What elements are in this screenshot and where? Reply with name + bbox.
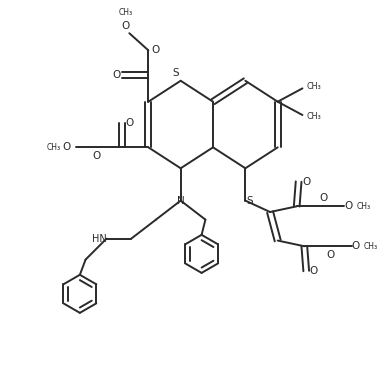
Text: S: S [173, 68, 179, 78]
Text: CH₃: CH₃ [356, 202, 371, 211]
Text: O: O [310, 266, 318, 276]
Text: O: O [344, 201, 352, 211]
Text: O: O [302, 176, 310, 186]
Text: S: S [247, 196, 253, 206]
Text: O: O [93, 151, 101, 161]
Text: O: O [125, 118, 133, 128]
Text: CH₃: CH₃ [306, 112, 321, 122]
Text: O: O [352, 241, 360, 251]
Text: O: O [112, 70, 120, 80]
Text: O: O [327, 250, 335, 260]
Text: O: O [152, 45, 160, 55]
Text: CH₃: CH₃ [46, 143, 60, 152]
Text: CH₃: CH₃ [118, 8, 133, 17]
Text: CH₃: CH₃ [306, 82, 321, 91]
Text: N: N [177, 196, 185, 206]
Text: O: O [319, 193, 327, 203]
Text: O: O [62, 142, 71, 152]
Text: HN: HN [92, 234, 106, 244]
Text: CH₃: CH₃ [364, 242, 378, 251]
Text: O: O [121, 20, 130, 30]
